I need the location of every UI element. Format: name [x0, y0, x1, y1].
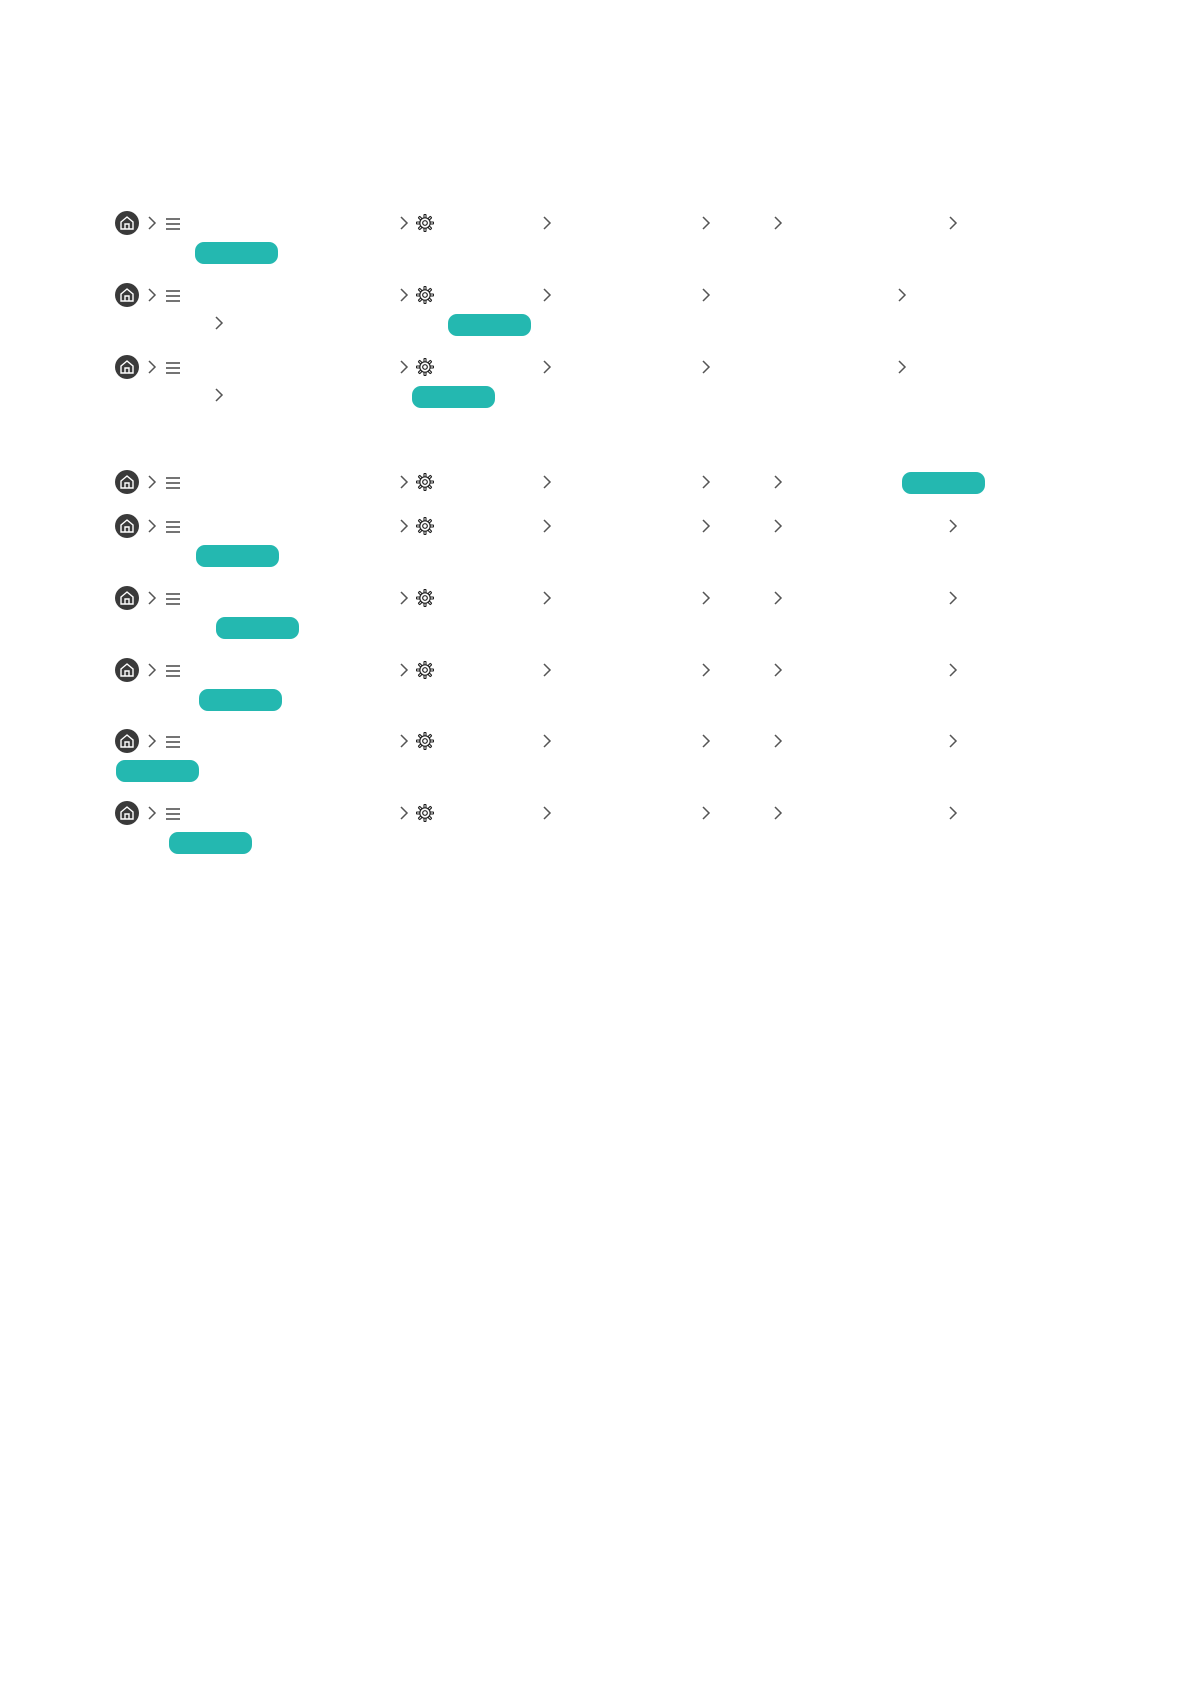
chevron-right-icon [214, 315, 224, 336]
menu-icon [166, 520, 180, 538]
chevron-right-icon [948, 805, 958, 826]
home-icon [115, 801, 139, 825]
home-icon [115, 586, 139, 610]
gear-icon [415, 472, 435, 496]
chevron-right-icon [399, 805, 409, 826]
chevron-right-icon [701, 215, 711, 236]
chevron-right-icon [542, 287, 552, 308]
chevron-right-icon [542, 474, 552, 495]
chevron-right-icon [701, 474, 711, 495]
highlighted-option [169, 832, 252, 854]
chevron-right-icon [701, 805, 711, 826]
menu-icon [166, 289, 180, 307]
home-icon [115, 729, 139, 753]
chevron-right-icon [147, 215, 157, 236]
chevron-right-icon [773, 733, 783, 754]
chevron-right-icon [147, 359, 157, 380]
highlighted-option [195, 242, 278, 264]
chevron-right-icon [399, 662, 409, 683]
chevron-right-icon [399, 590, 409, 611]
chevron-right-icon [542, 359, 552, 380]
chevron-right-icon [214, 387, 224, 408]
highlighted-option [412, 386, 495, 408]
highlighted-option [199, 689, 282, 711]
menu-icon [166, 592, 180, 610]
gear-icon [415, 731, 435, 755]
gear-icon [415, 213, 435, 237]
menu-icon [166, 217, 180, 235]
chevron-right-icon [701, 662, 711, 683]
home-icon [115, 514, 139, 538]
chevron-right-icon [542, 215, 552, 236]
chevron-right-icon [147, 518, 157, 539]
gear-icon [415, 285, 435, 309]
chevron-right-icon [773, 474, 783, 495]
chevron-right-icon [948, 662, 958, 683]
menu-icon [166, 476, 180, 494]
chevron-right-icon [399, 733, 409, 754]
chevron-right-icon [147, 733, 157, 754]
chevron-right-icon [701, 287, 711, 308]
highlighted-option [448, 314, 531, 336]
chevron-right-icon [701, 518, 711, 539]
chevron-right-icon [701, 590, 711, 611]
chevron-right-icon [147, 590, 157, 611]
home-icon [115, 355, 139, 379]
home-icon [115, 283, 139, 307]
home-icon [115, 470, 139, 494]
chevron-right-icon [542, 662, 552, 683]
chevron-right-icon [399, 518, 409, 539]
chevron-right-icon [542, 805, 552, 826]
highlighted-option [902, 472, 985, 494]
highlighted-option [196, 545, 279, 567]
highlighted-option [116, 760, 199, 782]
chevron-right-icon [399, 287, 409, 308]
chevron-right-icon [773, 215, 783, 236]
chevron-right-icon [399, 474, 409, 495]
chevron-right-icon [542, 733, 552, 754]
highlighted-option [216, 617, 299, 639]
chevron-right-icon [773, 518, 783, 539]
chevron-right-icon [773, 805, 783, 826]
chevron-right-icon [701, 733, 711, 754]
gear-icon [415, 660, 435, 684]
chevron-right-icon [147, 805, 157, 826]
gear-icon [415, 516, 435, 540]
gear-icon [415, 803, 435, 827]
chevron-right-icon [399, 359, 409, 380]
gear-icon [415, 588, 435, 612]
chevron-right-icon [701, 359, 711, 380]
chevron-right-icon [948, 518, 958, 539]
home-icon [115, 658, 139, 682]
menu-icon [166, 735, 180, 753]
chevron-right-icon [147, 474, 157, 495]
chevron-right-icon [773, 662, 783, 683]
chevron-right-icon [897, 287, 907, 308]
menu-icon [166, 361, 180, 379]
chevron-right-icon [948, 215, 958, 236]
chevron-right-icon [542, 590, 552, 611]
chevron-right-icon [948, 733, 958, 754]
chevron-right-icon [542, 518, 552, 539]
menu-icon [166, 807, 180, 825]
home-icon [115, 211, 139, 235]
chevron-right-icon [147, 662, 157, 683]
chevron-right-icon [773, 590, 783, 611]
menu-icon [166, 664, 180, 682]
chevron-right-icon [948, 590, 958, 611]
chevron-right-icon [399, 215, 409, 236]
chevron-right-icon [147, 287, 157, 308]
chevron-right-icon [897, 359, 907, 380]
gear-icon [415, 357, 435, 381]
